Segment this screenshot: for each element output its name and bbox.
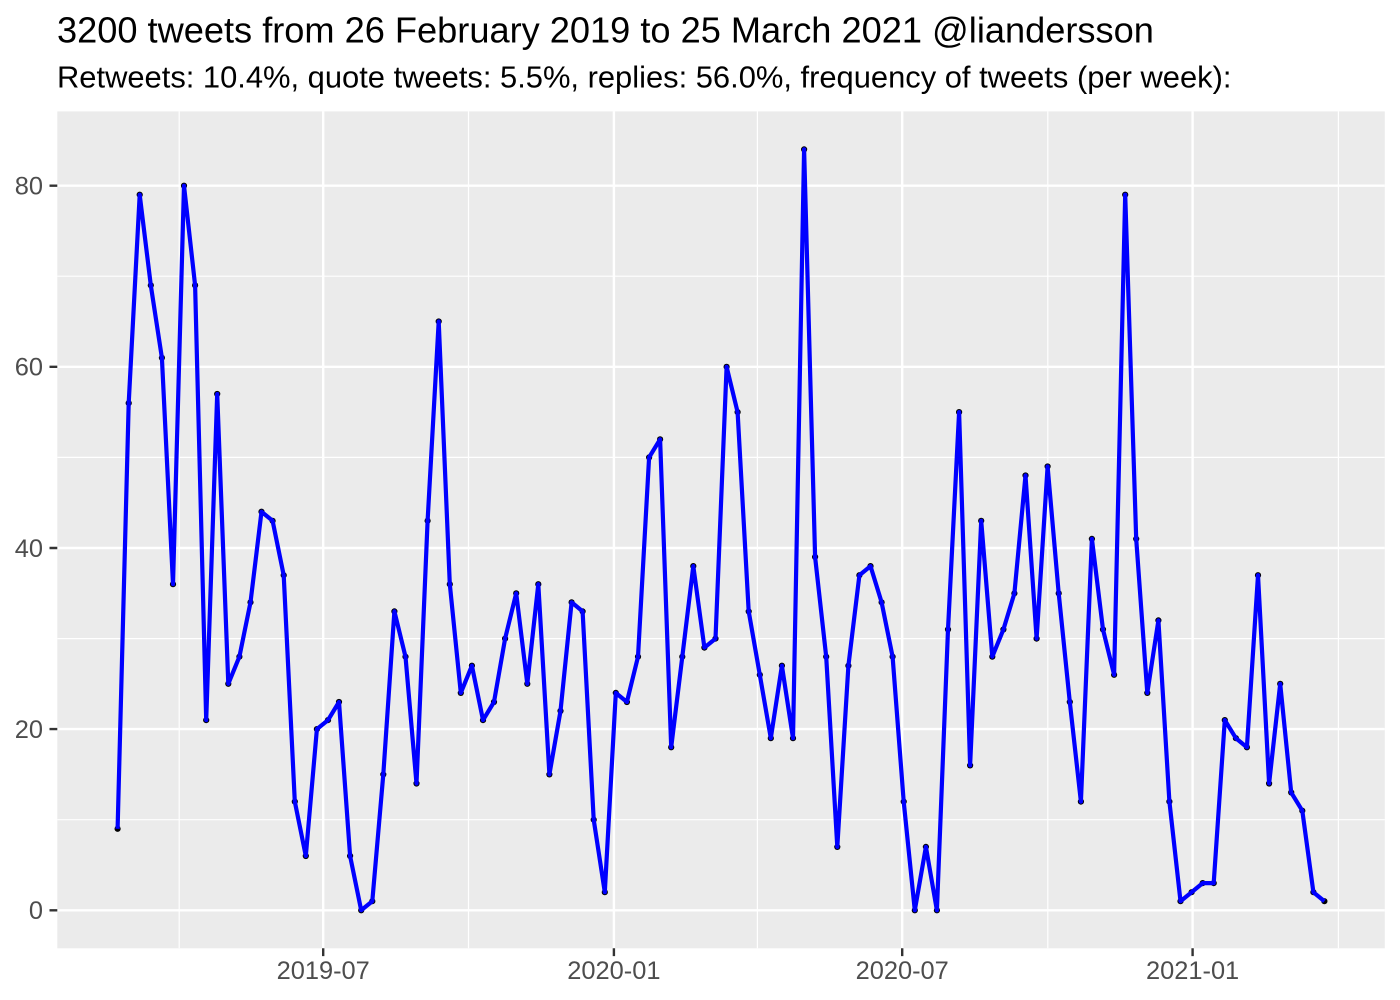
- svg-text:2019-07: 2019-07: [277, 957, 370, 985]
- svg-text:3200 tweets from 26 February 2: 3200 tweets from 26 February 2019 to 25 …: [57, 10, 1154, 51]
- svg-text:40: 40: [15, 535, 43, 563]
- svg-text:2020-07: 2020-07: [856, 957, 949, 985]
- svg-text:60: 60: [15, 354, 43, 382]
- svg-text:2020-01: 2020-01: [567, 957, 660, 985]
- svg-text:Retweets: 10.4%, quote tweets:: Retweets: 10.4%, quote tweets: 5.5%, rep…: [57, 60, 1231, 95]
- svg-text:20: 20: [15, 716, 43, 744]
- svg-text:2021-01: 2021-01: [1146, 957, 1239, 985]
- svg-text:0: 0: [29, 897, 43, 925]
- svg-text:80: 80: [15, 173, 43, 201]
